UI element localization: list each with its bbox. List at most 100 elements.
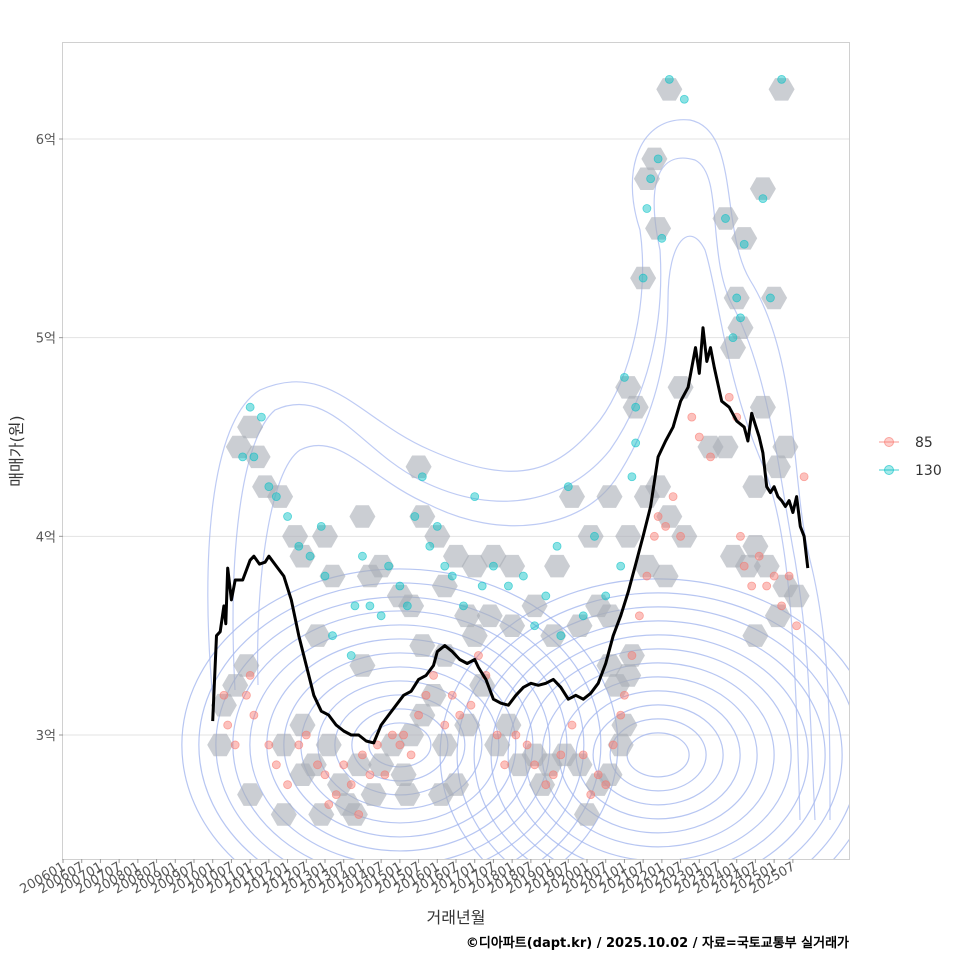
point-130 bbox=[541, 591, 551, 601]
hexbin bbox=[723, 286, 750, 310]
point-85 bbox=[739, 561, 749, 571]
hexbin bbox=[484, 733, 511, 757]
hexbin bbox=[461, 624, 488, 647]
point-130 bbox=[328, 631, 337, 641]
hexbin bbox=[540, 624, 567, 647]
point-85 bbox=[586, 790, 596, 800]
hexbin bbox=[480, 544, 507, 568]
hexbin bbox=[476, 604, 503, 628]
hexbin bbox=[618, 644, 645, 667]
hexbin bbox=[327, 773, 353, 796]
hexbin bbox=[615, 525, 642, 548]
hexbin bbox=[424, 525, 451, 548]
hexbin bbox=[368, 753, 395, 777]
point-85 bbox=[219, 690, 229, 700]
hexbin bbox=[656, 78, 683, 101]
point-130 bbox=[365, 601, 375, 611]
trend-line-layer bbox=[211, 326, 810, 745]
point-130 bbox=[627, 472, 637, 482]
hexbin bbox=[289, 544, 316, 568]
point-85 bbox=[769, 571, 779, 581]
density-contour bbox=[249, 624, 551, 859]
hexbin bbox=[566, 614, 593, 637]
point-85 bbox=[474, 651, 483, 660]
hexbin bbox=[615, 376, 642, 399]
density-contour bbox=[232, 157, 816, 821]
point-85 bbox=[754, 551, 764, 561]
point-85 bbox=[620, 690, 629, 700]
point-130 bbox=[264, 482, 274, 492]
caption: ©디아파트(dapt.kr) / 2025.10.02 / 자료=국토교통부 실… bbox=[466, 935, 849, 951]
point-85 bbox=[522, 740, 532, 750]
point-130 bbox=[410, 512, 420, 521]
point-130 bbox=[578, 611, 588, 621]
hexbin bbox=[596, 763, 623, 786]
point-85 bbox=[627, 651, 637, 660]
point-130 bbox=[459, 601, 468, 611]
hexbin bbox=[454, 604, 481, 628]
point-85 bbox=[414, 710, 423, 720]
density-contour bbox=[198, 582, 602, 859]
hexbin bbox=[615, 664, 642, 687]
point-85 bbox=[567, 720, 577, 730]
point-85 bbox=[271, 760, 281, 770]
hexbin bbox=[652, 564, 679, 588]
point-85 bbox=[649, 531, 659, 541]
hexbin bbox=[731, 227, 758, 250]
point-130 bbox=[425, 541, 435, 551]
hexbin bbox=[304, 624, 331, 647]
point-130 bbox=[305, 551, 315, 561]
point-85 bbox=[616, 710, 626, 720]
point-85 bbox=[466, 700, 476, 710]
point-130 bbox=[631, 402, 641, 412]
point-85 bbox=[762, 581, 772, 591]
point-130 bbox=[417, 472, 427, 482]
point-130 bbox=[601, 591, 611, 601]
hexbin bbox=[461, 554, 488, 578]
hexbin bbox=[207, 733, 234, 757]
point-85 bbox=[492, 730, 502, 740]
hexbin bbox=[443, 544, 469, 568]
point-85 bbox=[245, 670, 255, 680]
point-130 bbox=[518, 571, 528, 581]
point-130 bbox=[477, 581, 487, 591]
hexbin bbox=[312, 525, 338, 548]
scatter-points bbox=[219, 74, 809, 819]
point-130 bbox=[777, 74, 787, 84]
hexbin bbox=[319, 564, 346, 588]
point-130 bbox=[552, 541, 562, 551]
density-contour bbox=[473, 606, 843, 859]
point-85 bbox=[500, 760, 510, 770]
hexbin bbox=[233, 654, 260, 677]
point-85 bbox=[653, 512, 663, 521]
hexbin bbox=[742, 535, 769, 558]
point-130 bbox=[732, 293, 742, 303]
legend-label: 130 bbox=[915, 463, 942, 479]
hexbin bbox=[270, 733, 297, 757]
point-85 bbox=[784, 571, 794, 581]
point-85 bbox=[283, 780, 292, 790]
point-130 bbox=[728, 333, 738, 343]
point-85 bbox=[294, 740, 304, 750]
point-130 bbox=[384, 561, 394, 571]
point-85 bbox=[511, 730, 521, 740]
point-85 bbox=[249, 710, 259, 720]
hexbin bbox=[360, 783, 387, 806]
point-85 bbox=[736, 531, 745, 541]
point-85 bbox=[548, 770, 558, 780]
point-85 bbox=[223, 720, 233, 730]
point-85 bbox=[346, 780, 356, 790]
hexbin bbox=[712, 435, 739, 459]
hexbin bbox=[764, 455, 791, 479]
point-85 bbox=[792, 621, 801, 631]
hexbin bbox=[630, 266, 657, 290]
hexbin bbox=[667, 376, 694, 399]
hexbin bbox=[712, 207, 739, 230]
point-85 bbox=[354, 810, 364, 819]
hexbin bbox=[289, 763, 316, 786]
point-85 bbox=[399, 730, 409, 740]
point-85 bbox=[429, 670, 438, 680]
point-130 bbox=[631, 438, 641, 448]
point-130 bbox=[739, 239, 749, 249]
